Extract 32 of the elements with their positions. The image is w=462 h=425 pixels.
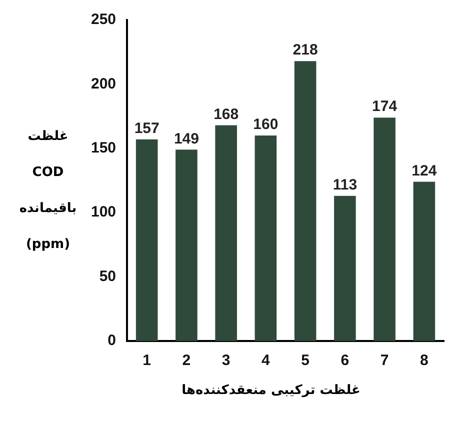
bar (413, 182, 436, 341)
y-tick-label: 200 (90, 75, 116, 92)
x-tick-label: 1 (142, 352, 152, 370)
x-tick-label: 6 (340, 352, 350, 370)
data-label: 157 (134, 120, 160, 138)
bar (334, 196, 356, 341)
bar (254, 136, 277, 341)
bar (176, 150, 198, 341)
x-tick-label: 5 (301, 352, 310, 370)
bar (294, 61, 316, 341)
bar (215, 125, 237, 341)
x-tick-label: 3 (222, 352, 230, 370)
bar (374, 118, 396, 341)
data-label: 174 (372, 98, 398, 116)
data-label: 218 (292, 42, 318, 59)
data-label: 168 (214, 106, 239, 123)
x-tick-label: 2 (182, 352, 191, 370)
x-tick-label: 7 (380, 352, 389, 370)
data-label: 160 (253, 116, 278, 134)
y-tick-label: 0 (108, 332, 116, 350)
bar (136, 139, 158, 341)
data-label: 113 (332, 176, 358, 194)
x-tick-label: 4 (262, 352, 271, 370)
y-tick-label: 100 (90, 204, 116, 221)
y-tick-label: 250 (90, 11, 116, 28)
text: غلظت COD باقیمانده (ppm) (19, 128, 77, 252)
data-label: 124 (412, 162, 438, 180)
data-label: 149 (174, 130, 199, 148)
y-tick-label: 150 (90, 140, 116, 157)
x-axis-title: غلظت ترکیبی منعقدکننده‌ها (180, 383, 362, 398)
x-tick-label: 8 (420, 352, 428, 370)
y-tick-label: 50 (99, 268, 116, 285)
